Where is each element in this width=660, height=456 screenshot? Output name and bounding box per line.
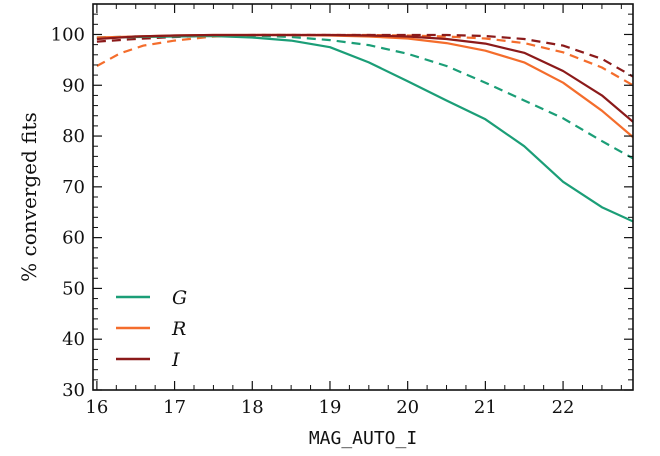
y-tick-label: 50 (62, 278, 85, 299)
y-tick-label: 30 (62, 380, 85, 401)
x-tick-label: 19 (319, 397, 342, 418)
y-tick-label: 40 (62, 329, 85, 350)
y-tick-label: 80 (62, 126, 85, 147)
legend-label-G: G (172, 287, 187, 309)
plot-lines (96, 33, 633, 223)
legend-label-I: I (171, 349, 180, 371)
series-line-I (96, 33, 633, 123)
x-tick-label: 21 (474, 397, 497, 418)
x-tick-label: 17 (163, 397, 186, 418)
y-tick-label: 60 (62, 228, 85, 249)
x-tick-label: 16 (85, 397, 108, 418)
x-tick-label: 22 (552, 397, 575, 418)
legend: GRI (116, 287, 187, 371)
tick-labels: 16 17 18 19 20 21 22 30 40 50 60 70 80 90 100 (51, 24, 575, 418)
x-axis-label: MAG_AUTO_I (309, 428, 417, 449)
y-tick-label: 90 (62, 75, 85, 96)
plot-frame (92, 3, 634, 391)
y-tick-label: 70 (62, 177, 85, 198)
y-tick-label: 100 (51, 24, 85, 45)
x-tick-label: 20 (396, 397, 419, 418)
x-tick-label: 18 (241, 397, 264, 418)
ticks (93, 4, 633, 391)
legend-label-R: R (171, 318, 186, 340)
y-axis-label: % converged fits (17, 112, 41, 282)
